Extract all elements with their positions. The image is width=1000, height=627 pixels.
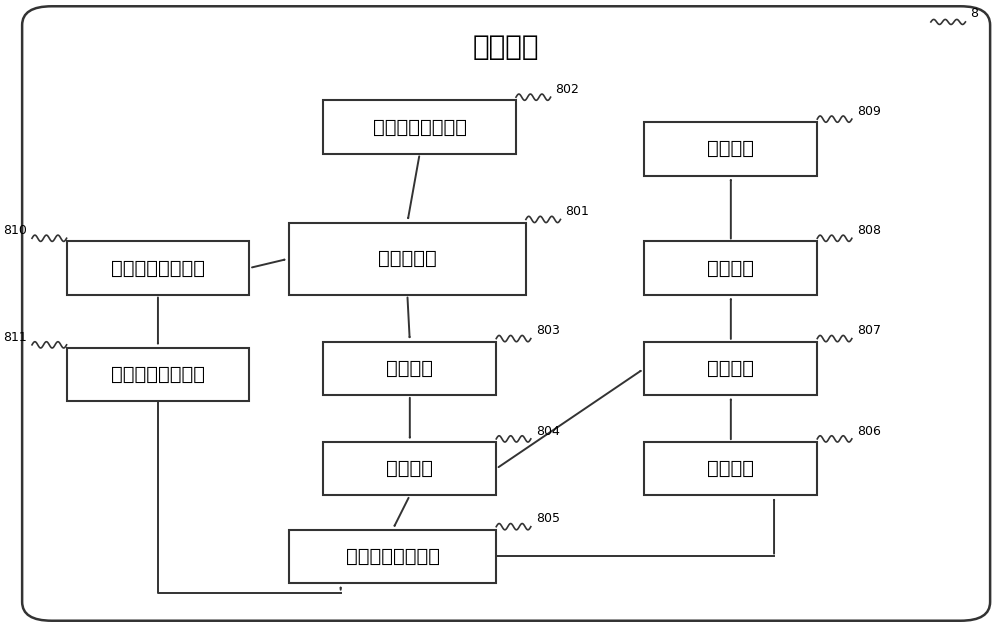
Text: 809: 809 [857, 105, 881, 118]
Text: 控制系统: 控制系统 [473, 33, 539, 61]
Text: 差值模块: 差值模块 [707, 258, 754, 278]
FancyBboxPatch shape [67, 348, 249, 401]
Text: 负载电机输出模块: 负载电机输出模块 [111, 365, 205, 384]
Text: 中央处理器: 中央处理器 [378, 249, 437, 268]
FancyBboxPatch shape [289, 530, 496, 583]
Text: 对比模块: 对比模块 [707, 359, 754, 378]
Text: 801: 801 [565, 205, 589, 218]
FancyBboxPatch shape [644, 442, 817, 495]
Text: 802: 802 [556, 83, 579, 96]
Text: 测试模块: 测试模块 [386, 359, 433, 378]
FancyBboxPatch shape [323, 100, 516, 154]
Text: 810: 810 [3, 224, 27, 237]
Text: 811: 811 [3, 330, 27, 344]
FancyBboxPatch shape [323, 342, 496, 395]
Text: 808: 808 [857, 224, 881, 237]
Text: 807: 807 [857, 324, 881, 337]
Text: 模型模块: 模型模块 [386, 459, 433, 478]
FancyBboxPatch shape [67, 241, 249, 295]
FancyBboxPatch shape [644, 241, 817, 295]
FancyBboxPatch shape [644, 342, 817, 395]
Text: 标准模块: 标准模块 [707, 459, 754, 478]
Text: 被测电机输入模块: 被测电机输入模块 [373, 117, 467, 137]
FancyBboxPatch shape [289, 223, 526, 295]
Text: 805: 805 [536, 512, 560, 525]
Text: 被测电机输出模块: 被测电机输出模块 [346, 547, 440, 566]
Text: 804: 804 [536, 424, 560, 438]
Text: 8: 8 [970, 7, 978, 20]
FancyBboxPatch shape [22, 6, 990, 621]
Text: 806: 806 [857, 424, 881, 438]
Text: 显示模块: 显示模块 [707, 139, 754, 159]
FancyBboxPatch shape [323, 442, 496, 495]
Text: 803: 803 [536, 324, 560, 337]
Text: 负载电机输入模块: 负载电机输入模块 [111, 258, 205, 278]
FancyBboxPatch shape [644, 122, 817, 176]
